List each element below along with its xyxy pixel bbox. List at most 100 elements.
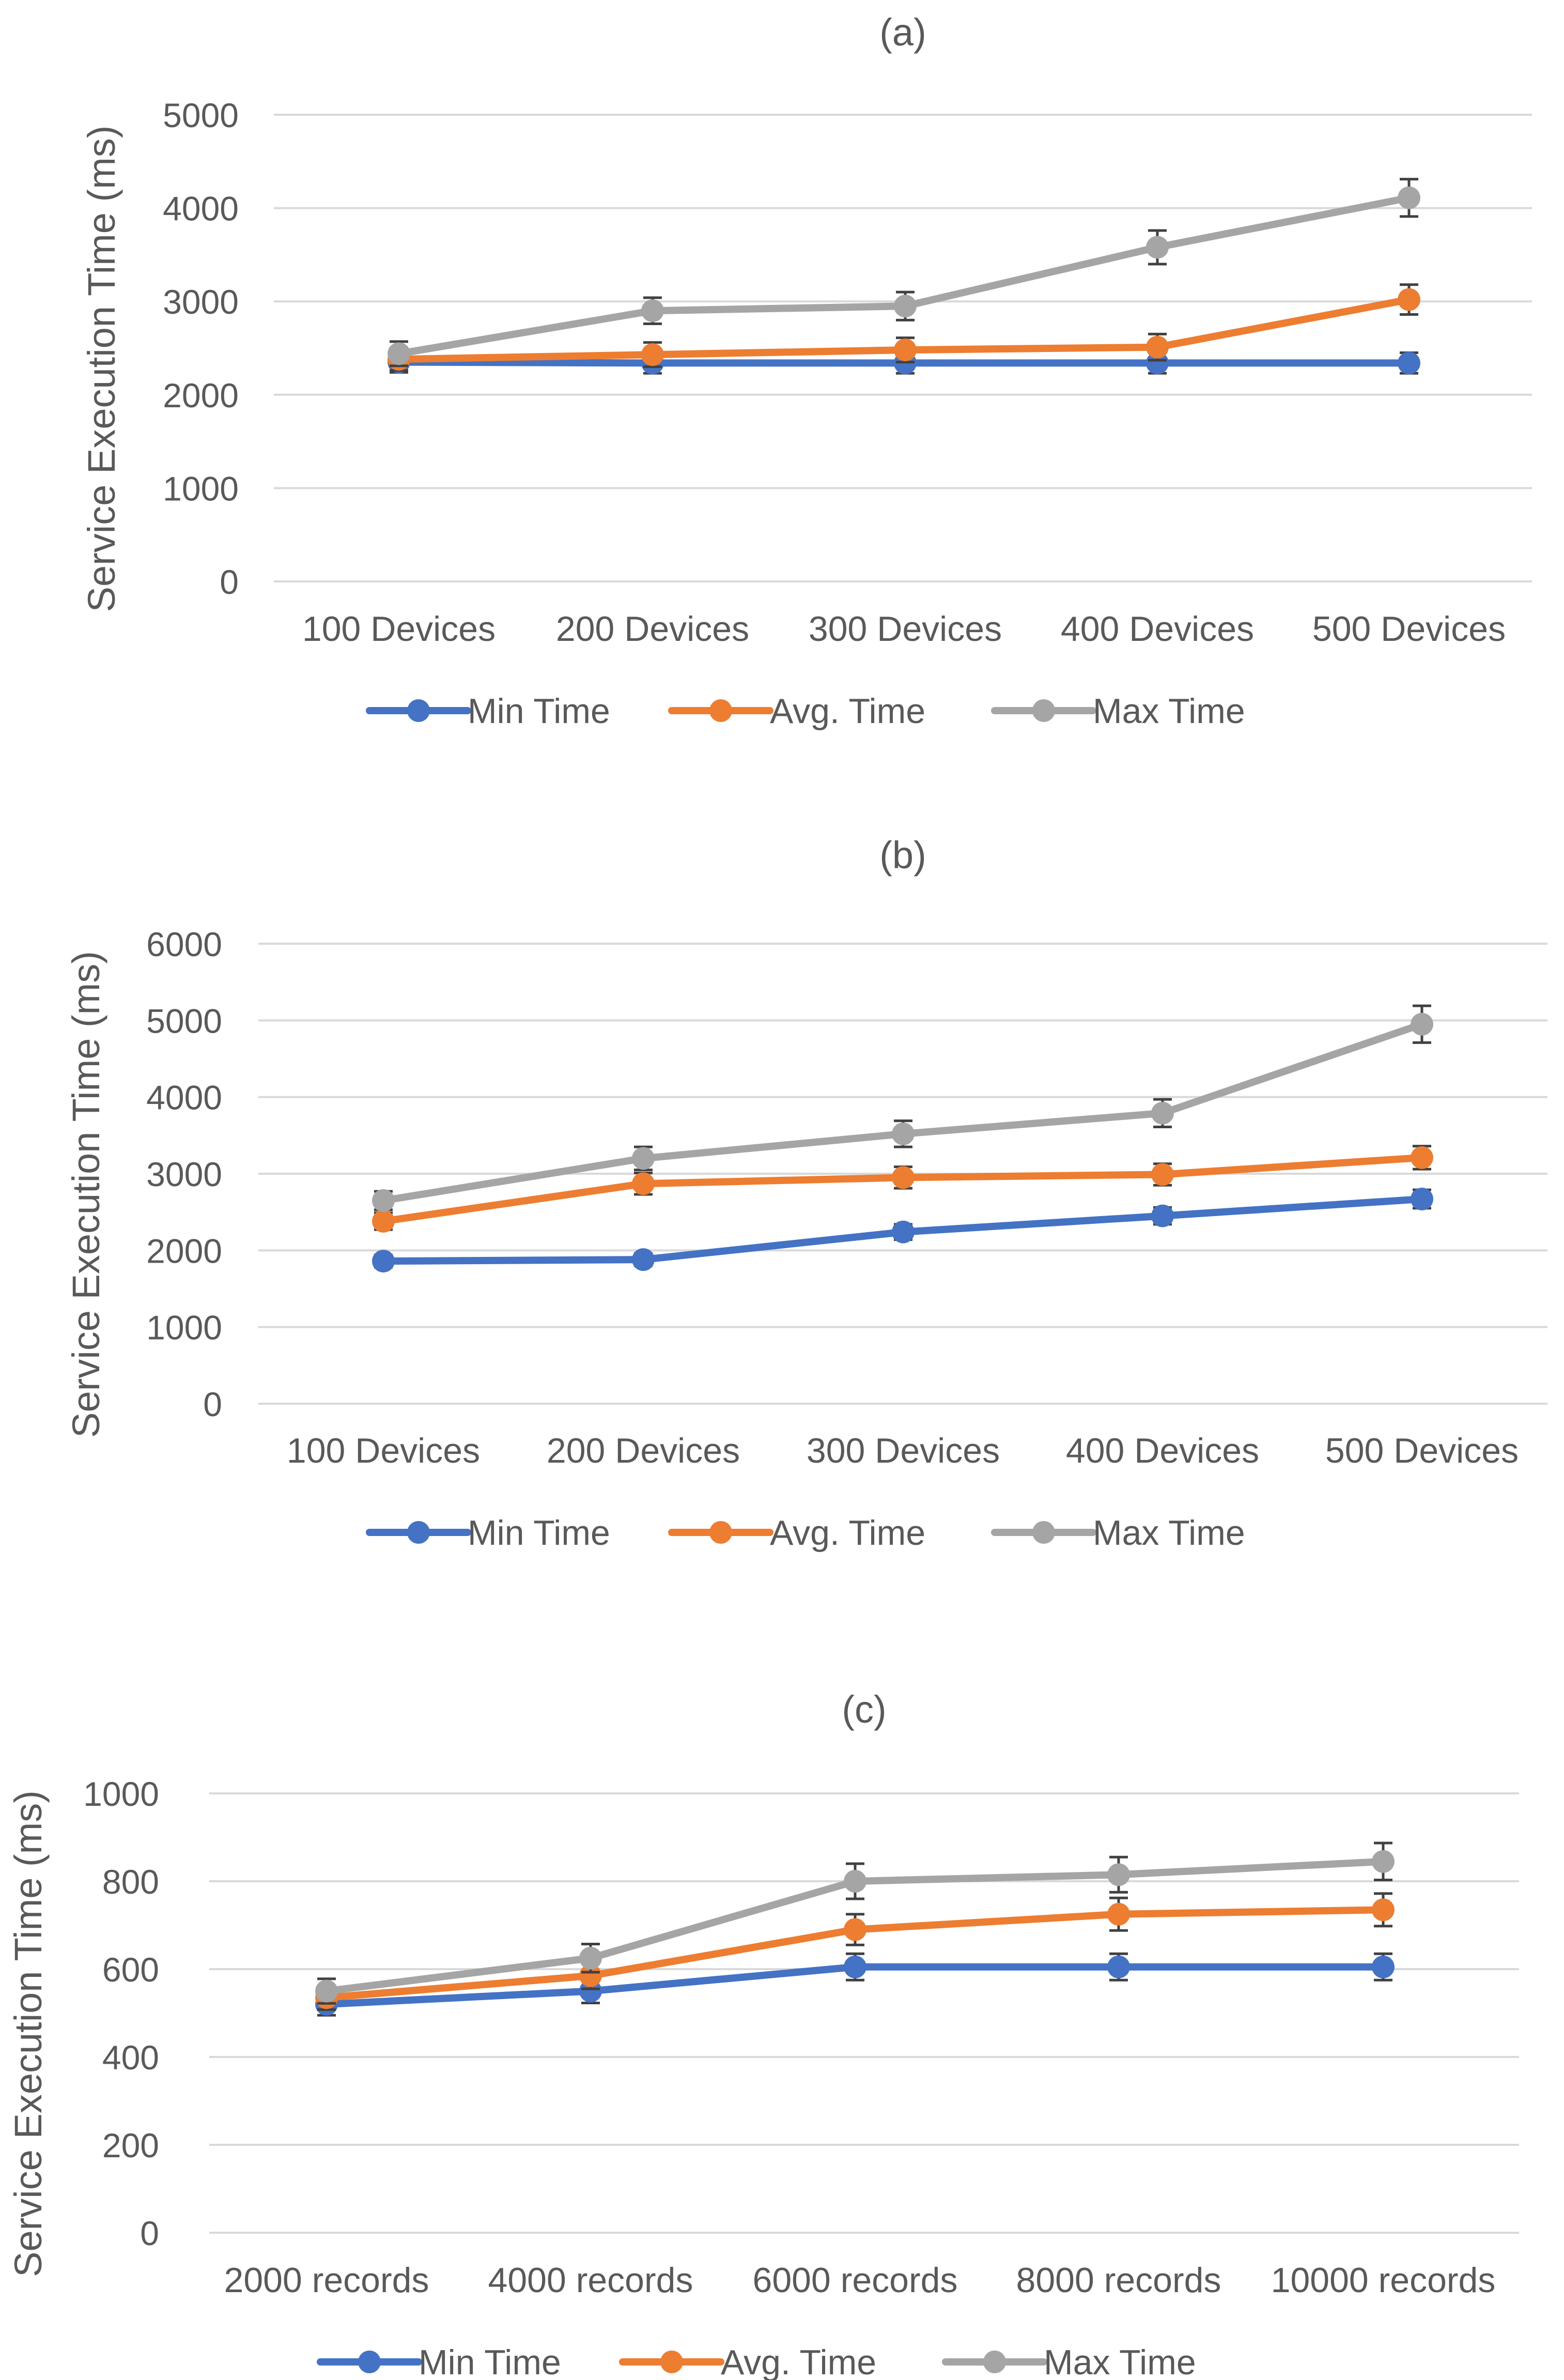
data-point [1372,1955,1395,1978]
legend-marker [660,2351,683,2373]
data-point [892,1166,915,1189]
legend-marker [407,699,430,722]
data-point [641,299,664,323]
x-tick-label: 100 Devices [287,1431,480,1470]
y-tick-label: 200 [102,2126,159,2164]
legend-label: Min Time [468,1513,610,1553]
legend-label: Avg. Time [721,2343,876,2380]
legend-marker [358,2351,381,2373]
x-tick-label: 300 Devices [807,1431,1000,1470]
x-tick-label: 4000 records [488,2261,693,2300]
data-point [844,1870,866,1893]
legend-marker [1032,1521,1055,1544]
y-tick-label: 6000 [146,925,222,963]
data-point [894,339,917,362]
y-tick-label: 5000 [163,96,239,134]
y-tick-label: 0 [140,2214,159,2252]
y-axis-label: Service Execution Time (ms) [65,951,107,1438]
y-tick-label: 400 [102,2038,159,2077]
x-tick-label: 100 Devices [302,609,495,649]
y-axis-label: Service Execution Time (ms) [80,126,123,612]
legend-label: Max Time [1093,692,1245,731]
y-tick-label: 4000 [146,1079,222,1117]
data-point [1146,236,1169,259]
x-tick-label: 8000 records [1016,2261,1221,2300]
x-tick-label: 500 Devices [1312,609,1506,649]
x-tick-label: 300 Devices [809,609,1002,649]
data-point [315,1979,338,2003]
data-point [894,295,917,318]
y-axis-label: Service Execution Time (ms) [7,1790,50,2277]
y-tick-label: 1000 [83,1775,159,1813]
data-point [844,1955,866,1978]
chart-a: (a) 0 1000 2000 3000 4000 5000 Service Executio… [80,11,1532,731]
data-point [892,1220,915,1243]
y-tick-label: 3000 [163,283,239,321]
y-tick-label: 1000 [146,1309,222,1347]
data-point [1146,351,1169,375]
data-point [579,1964,602,1987]
y-tick-label: 5000 [146,1002,222,1040]
data-point [1151,1163,1174,1186]
data-point [579,1946,602,1970]
chart-title: (c) [842,1688,886,1731]
y-tick-label: 600 [102,1951,159,1989]
y-tick-label: 4000 [163,190,239,228]
data-point [1151,1101,1174,1125]
data-point [1146,335,1169,359]
legend-marker [1032,699,1055,722]
x-tick-label: 6000 records [753,2261,958,2300]
legend-marker [983,2351,1006,2373]
legend-marker [407,1521,430,1544]
data-point [1372,1898,1395,1922]
data-point [1107,1902,1130,1926]
data-point [1411,1012,1433,1036]
data-point [1107,1955,1130,1978]
legend-marker [709,1521,732,1544]
x-tick-label: 400 Devices [1061,609,1254,649]
data-point [892,1122,915,1145]
chart-b: (b) 0 1000 2000 3000 4000 5000 6000 Service Exec… [65,834,1547,1553]
data-point [632,1248,655,1271]
legend-label: Max Time [1093,1513,1245,1553]
data-point [372,1209,395,1233]
y-tick-label: 2000 [146,1232,222,1270]
data-point [1372,1850,1395,1873]
data-point [844,1918,866,1941]
data-point [632,1172,655,1195]
data-point [372,1189,395,1212]
data-point [632,1147,655,1170]
data-point [1411,1187,1433,1210]
y-tick-label: 800 [102,1863,159,1901]
legend-label: Avg. Time [770,692,925,731]
data-point [1107,1863,1130,1886]
chart-c: (c) 0 200 400 600 800 1000 Service Execution Ti… [7,1688,1519,2380]
x-tick-label: 10000 records [1271,2261,1496,2300]
x-tick-label: 2000 records [224,2261,429,2300]
y-tick-label: 0 [203,1385,222,1423]
data-point [1411,1146,1433,1169]
x-tick-label: 500 Devices [1325,1431,1519,1470]
legend-label: Avg. Time [770,1513,925,1553]
data-point [388,342,410,365]
data-point [372,1250,395,1273]
x-tick-label: 400 Devices [1066,1431,1259,1470]
y-tick-label: 2000 [163,376,239,414]
x-tick-label: 200 Devices [547,1431,740,1470]
data-point [1398,351,1420,375]
data-point [641,343,664,366]
chart-title: (a) [879,11,926,54]
y-tick-label: 0 [220,563,239,601]
x-tick-label: 200 Devices [556,609,749,649]
legend-label: Min Time [468,692,610,731]
chart-title: (b) [879,834,926,877]
data-point [1398,288,1420,311]
y-tick-label: 3000 [146,1155,222,1193]
data-point [1398,186,1420,209]
legend-label: Max Time [1044,2343,1196,2380]
legend-marker [709,699,732,722]
y-tick-label: 1000 [163,469,239,508]
data-point [1151,1204,1174,1227]
legend-label: Min Time [419,2343,561,2380]
